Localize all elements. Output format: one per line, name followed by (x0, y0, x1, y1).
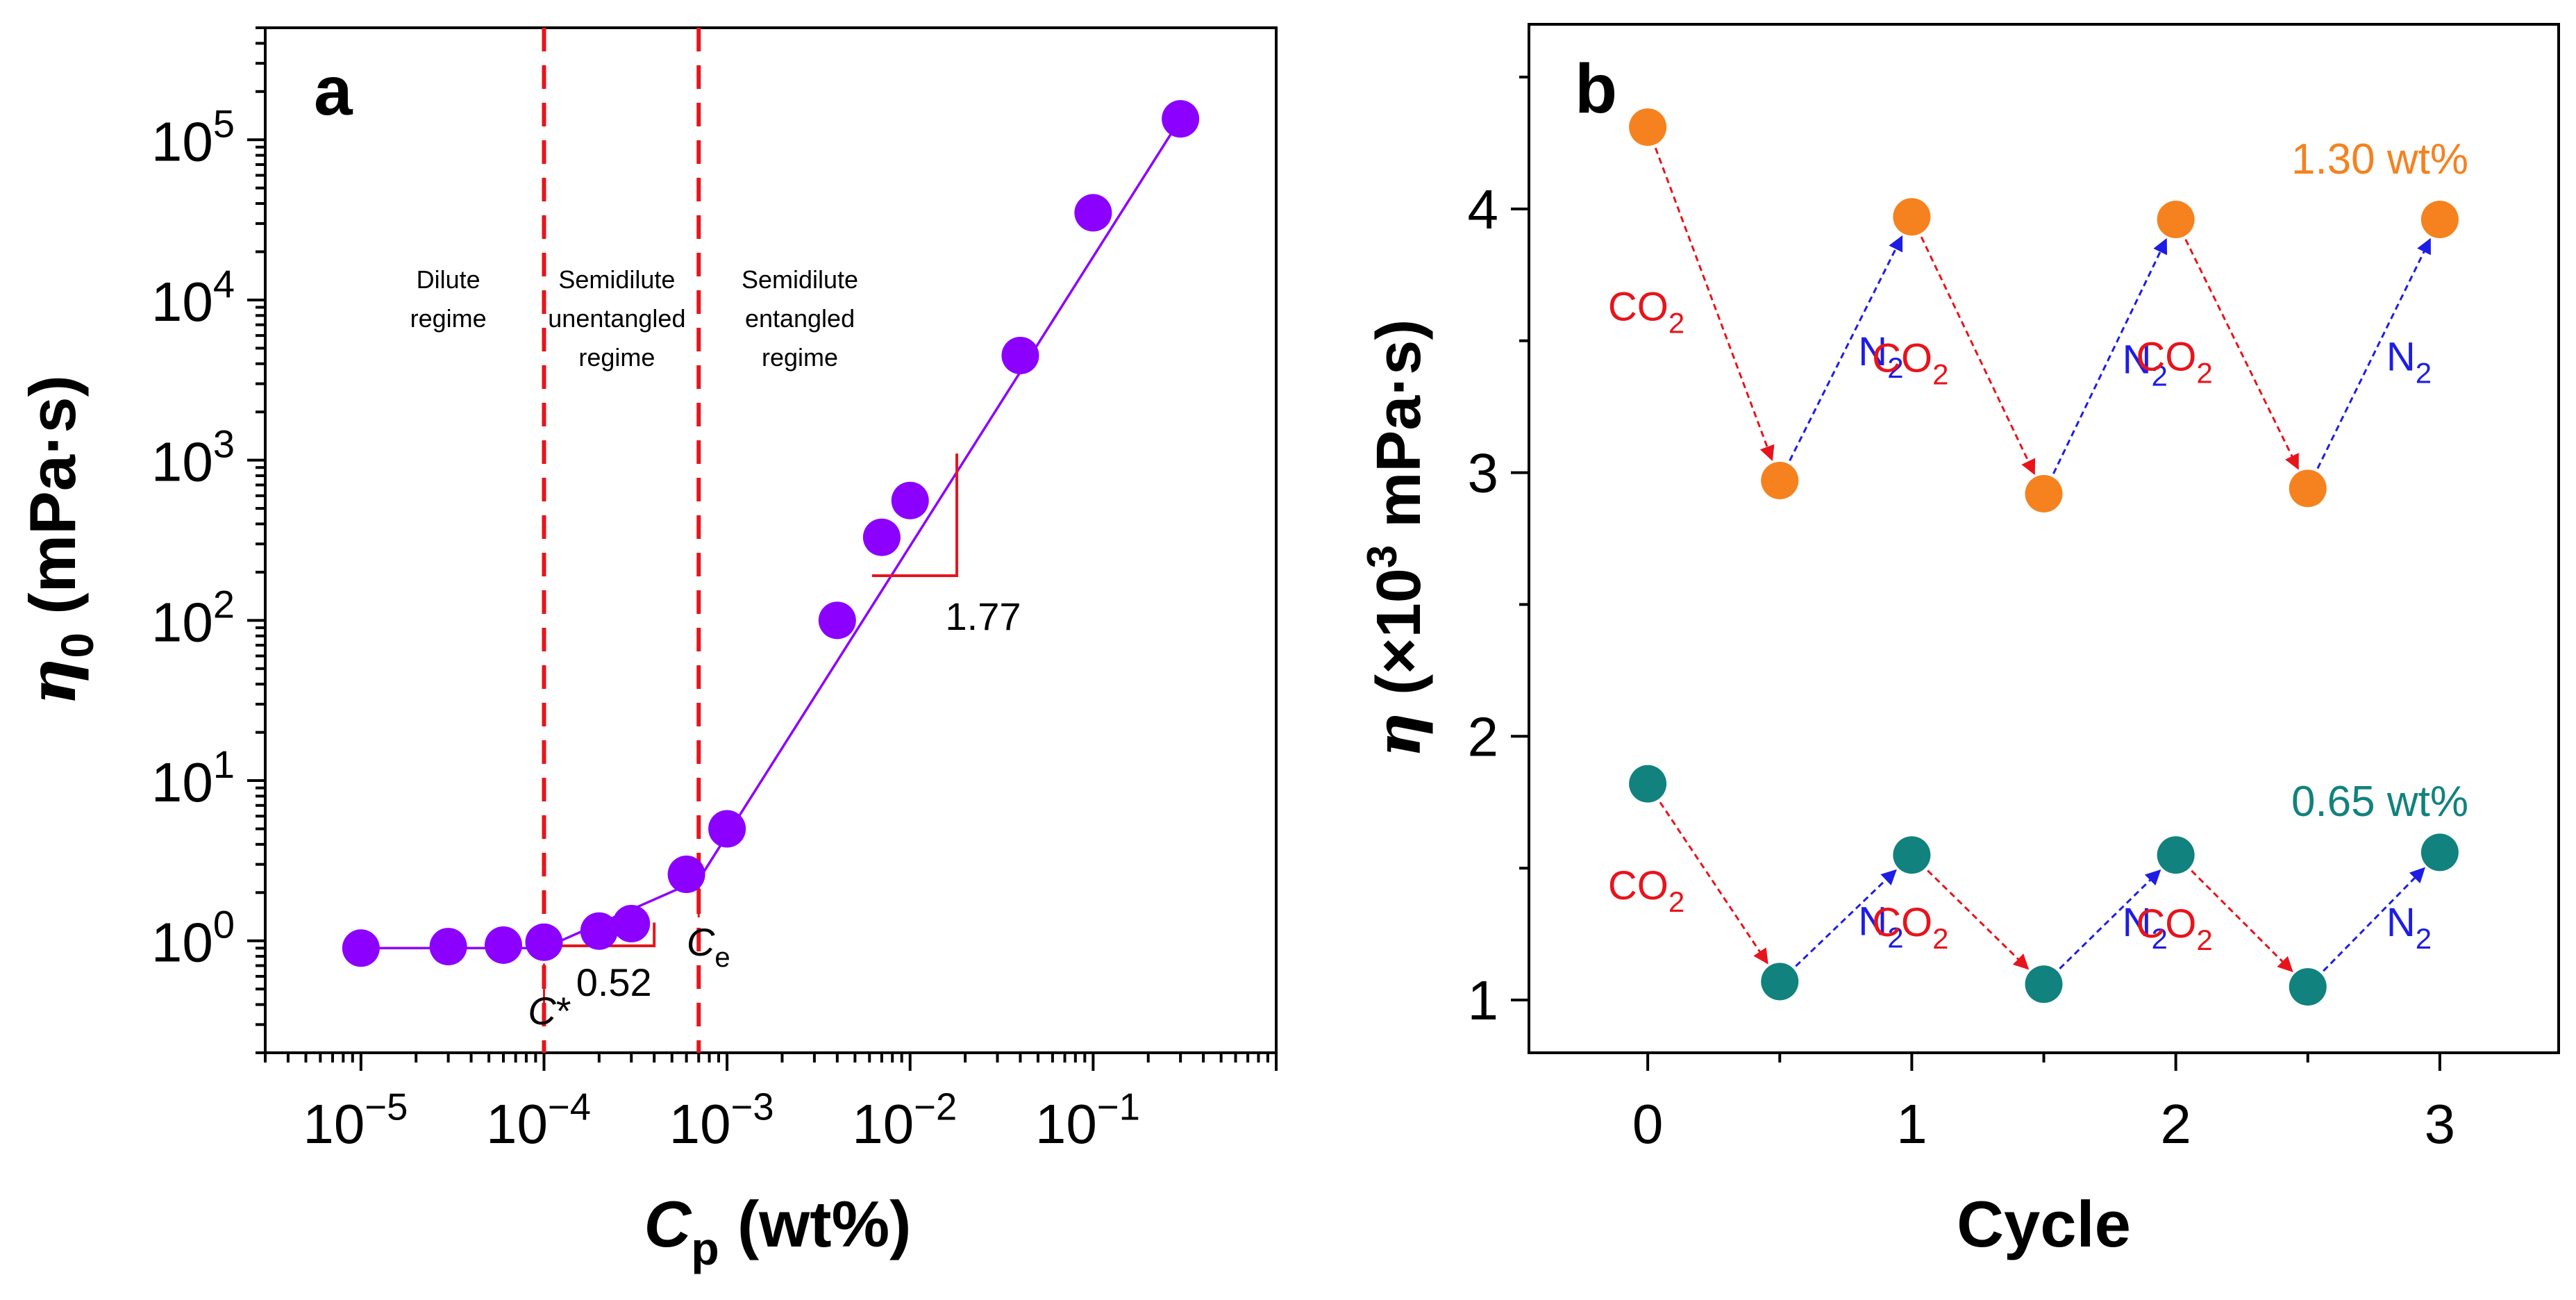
x-tick-label: 1 (1896, 1093, 1927, 1155)
data-point (342, 929, 380, 967)
panel-label-a: a (314, 52, 353, 130)
series-label: 1.30 wt% (2291, 135, 2468, 183)
y-tick-label: 3 (1468, 442, 1499, 504)
slope-label: 1.77 (946, 594, 1021, 638)
x-tick-label: 10−4 (486, 1085, 591, 1155)
x-tick-label: 2 (2160, 1093, 2191, 1155)
n2-label: N2 (2386, 335, 2432, 390)
data-point (1761, 962, 1799, 1001)
data-point (1761, 461, 1799, 499)
slope-triangle (544, 922, 656, 948)
data-point (2025, 474, 2063, 512)
slope-triangle (872, 453, 959, 578)
n2-arrow (2316, 238, 2432, 469)
y-tick-label: 101 (151, 742, 235, 813)
co2-arrow (1927, 869, 2030, 970)
n2-arrow (1789, 235, 1903, 462)
data-point (862, 518, 901, 556)
y-tick-label: 104 (151, 262, 235, 333)
data-point (667, 856, 705, 894)
y-axis-title: η (×103 mPa·s) (1359, 319, 1435, 758)
data-point (2157, 201, 2195, 239)
co2-arrow (1654, 147, 1775, 462)
plot-frame (264, 26, 1278, 1054)
data-point (1074, 194, 1112, 232)
x-axis-title: Cp (wt%) (644, 1188, 912, 1274)
co2-label: CO2 (1608, 285, 1684, 340)
co2-arrow (2191, 869, 2293, 973)
data-point (525, 923, 563, 961)
slope-label: 0.52 (576, 960, 652, 1004)
co2-label: CO2 (1872, 336, 1948, 391)
series-label: 0.65 wt% (2291, 778, 2468, 826)
n2-label: N2 (1858, 899, 1903, 953)
x-tick-label: 0 (1632, 1093, 1664, 1155)
co2-arrow (1659, 801, 1768, 965)
y-tick-label: 100 (151, 903, 235, 974)
data-point (580, 912, 618, 950)
x-tick-label: 10−5 (303, 1085, 408, 1155)
x-axis-title: Cycle (1957, 1188, 2131, 1260)
x-tick-label: 10−1 (1035, 1085, 1140, 1155)
y-axis-title: η0 (mPa·s) (15, 375, 103, 706)
data-point (484, 926, 522, 964)
x-tick-label: 10−3 (669, 1085, 774, 1155)
panel-b: 0 1 2 3 1 2 3 4 Cycle η (×103 mPa·s) b 1.30 wt% 0.65… (1359, 23, 2560, 1260)
data-point (891, 481, 929, 519)
data-point (1629, 765, 1667, 803)
co2-arrow (1920, 236, 2036, 476)
co2-label: CO2 (2136, 335, 2212, 390)
data-point (708, 810, 746, 848)
data-point (2420, 833, 2459, 872)
fit-line-semidilute-entangled (697, 118, 1182, 881)
co2-label: CO2 (1608, 863, 1684, 918)
n2-label: N2 (2123, 900, 2168, 955)
co2-arrow (2184, 239, 2300, 470)
data-point (1893, 198, 1931, 236)
x-tick-label: 3 (2425, 1093, 2456, 1155)
regime-label: Semidilute entangled regime (742, 265, 858, 372)
y-tick-label: 2 (1468, 706, 1499, 767)
n2-label: N2 (1858, 329, 1903, 384)
data-point (2025, 965, 2063, 1003)
y-tick-label: 102 (151, 582, 235, 653)
panel-label-b: b (1575, 50, 1617, 128)
data-point (612, 905, 651, 943)
regime-label: Dilute regime (410, 265, 487, 333)
data-point (2289, 968, 2327, 1006)
n2-label: N2 (2123, 337, 2168, 392)
y-tick-label: 105 (151, 101, 235, 172)
co2-label: CO2 (1872, 900, 1948, 955)
data-point (2157, 836, 2195, 874)
data-point (1629, 108, 1667, 147)
data-point (1001, 336, 1039, 374)
data-point (818, 601, 856, 640)
data-point (1162, 100, 1200, 138)
n2-arrow (2059, 869, 2161, 969)
data-point (429, 928, 467, 966)
y-tick-label: 4 (1468, 178, 1499, 240)
n2-arrow (2323, 867, 2426, 972)
n2-label: N2 (2386, 900, 2432, 955)
marker-label-C-e: Ce (687, 920, 730, 973)
data-point (1893, 836, 1931, 874)
y-tick-label: 1 (1468, 969, 1499, 1031)
n2-arrow (1795, 869, 1897, 967)
x-tick-label: 10−2 (852, 1085, 957, 1155)
data-point (2420, 201, 2459, 239)
n2-arrow (2052, 238, 2168, 474)
y-tick-label: 103 (151, 422, 235, 493)
marker-label-C-star: C* (528, 989, 571, 1033)
co2-label: CO2 (2136, 901, 2212, 956)
regime-label: Semidilute unentangled regime (548, 265, 685, 372)
data-point (2289, 469, 2327, 508)
panel-a: 10−5 10−4 10−3 10−2 10−1 100 101 102 103 104 105 Cp… (15, 26, 1278, 1274)
